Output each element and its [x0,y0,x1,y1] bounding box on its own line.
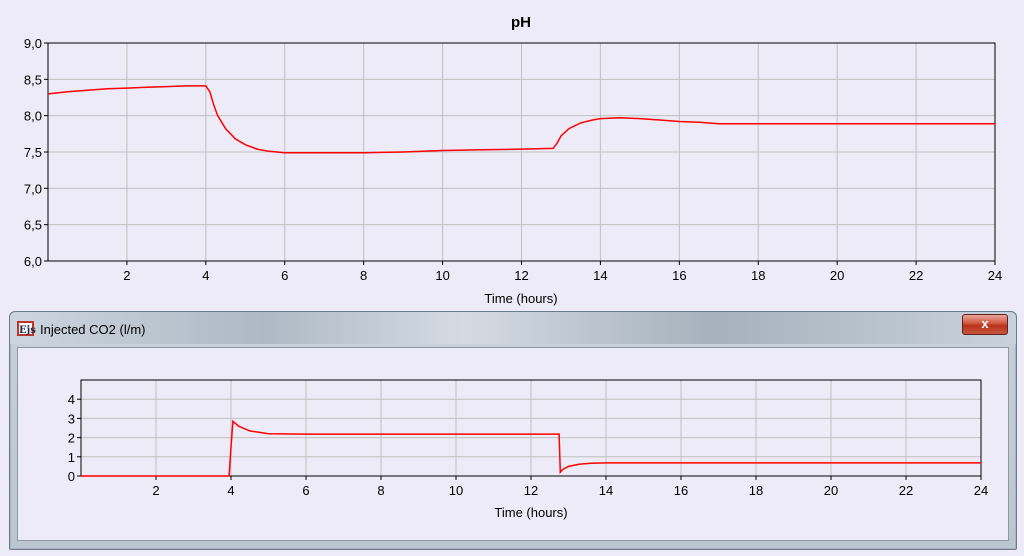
x-tick-label: 6 [302,483,309,498]
y-tick-label: 2 [68,431,75,446]
window-title: Injected CO2 (l/m) [40,322,146,337]
y-tick-label: 7,5 [24,145,42,160]
x-tick-label: 14 [599,483,613,498]
y-tick-label: 3 [68,411,75,426]
plot-frame [80,379,982,477]
y-tick-label: 0 [68,469,75,484]
x-tick-label: 2 [152,483,159,498]
y-tick-label: 9,0 [24,36,42,51]
grid [77,380,982,480]
grid [44,42,996,265]
co2-series-line [81,419,981,477]
x-tick-label: 16 [674,483,688,498]
x-tick-label: 24 [974,483,988,498]
ph-series-line [47,85,995,154]
y-tick-label: 8,5 [24,72,42,87]
ejs-app-icon: Ejs [17,321,36,336]
x-tick-label: 12 [514,268,528,283]
ph-chart: pH 2 4 6 8 10 12 14 16 18 20 22 24 6,06,57,07,58,08… [24,14,1002,306]
x-tick-labels: 2 4 6 8 10 12 14 16 18 20 22 24 [123,268,1002,283]
y-tick-label: 4 [68,392,75,407]
x-tick-label: 16 [672,268,686,283]
ph-chart-panel: pH 2 4 6 8 10 12 14 16 18 20 22 24 6,0 6,5 7,0 7,5 8,0 8… [23,14,1003,306]
y-tick-labels: 0 1 2 3 4 [68,392,75,484]
x-tick-label: 18 [749,483,763,498]
x-axis-label: Time (hours) [494,505,567,520]
close-button[interactable]: x [962,314,1008,335]
y-tick-labels: 6,0 6,5 7,0 7,5 8,0 8,5 9,0 [24,36,42,269]
x-tick-label: 12 [524,483,538,498]
x-tick-label: 22 [899,483,913,498]
x-tick-label: 20 [824,483,838,498]
x-tick-label: 4 [202,268,209,283]
x-tick-label: 22 [909,268,923,283]
x-tick-label: 6 [281,268,288,283]
y-tick-label: 6,5 [24,218,42,233]
y-tick-label: 7,0 [24,181,42,196]
window-titlebar[interactable]: Ejs Injected CO2 (l/m) x [10,312,1016,344]
x-tick-label: 14 [593,268,607,283]
y-tick-label: 8,0 [24,109,42,124]
x-tick-label: 8 [360,268,367,283]
co2-window: Ejs Injected CO2 (l/m) x 2 4 6 8 10 12 14 16 18 2… [9,311,1017,550]
x-tick-label: 8 [377,483,384,498]
x-tick-label: 2 [123,268,130,283]
x-tick-label: 20 [830,268,844,283]
x-tick-labels: 2 4 6 8 10 12 14 16 18 20 22 24 [152,483,988,498]
y-tick-label: 6,0 [24,254,42,269]
x-tick-label: 18 [751,268,765,283]
plot-frame [47,42,996,262]
chart-title: pH [511,14,531,31]
x-tick-label: 10 [435,268,449,283]
x-tick-label: 4 [227,483,234,498]
x-axis-label: Time (hours) [484,291,557,306]
y-tick-label: 1 [68,450,75,465]
x-tick-label: 24 [988,268,1002,283]
x-tick-label: 10 [449,483,463,498]
